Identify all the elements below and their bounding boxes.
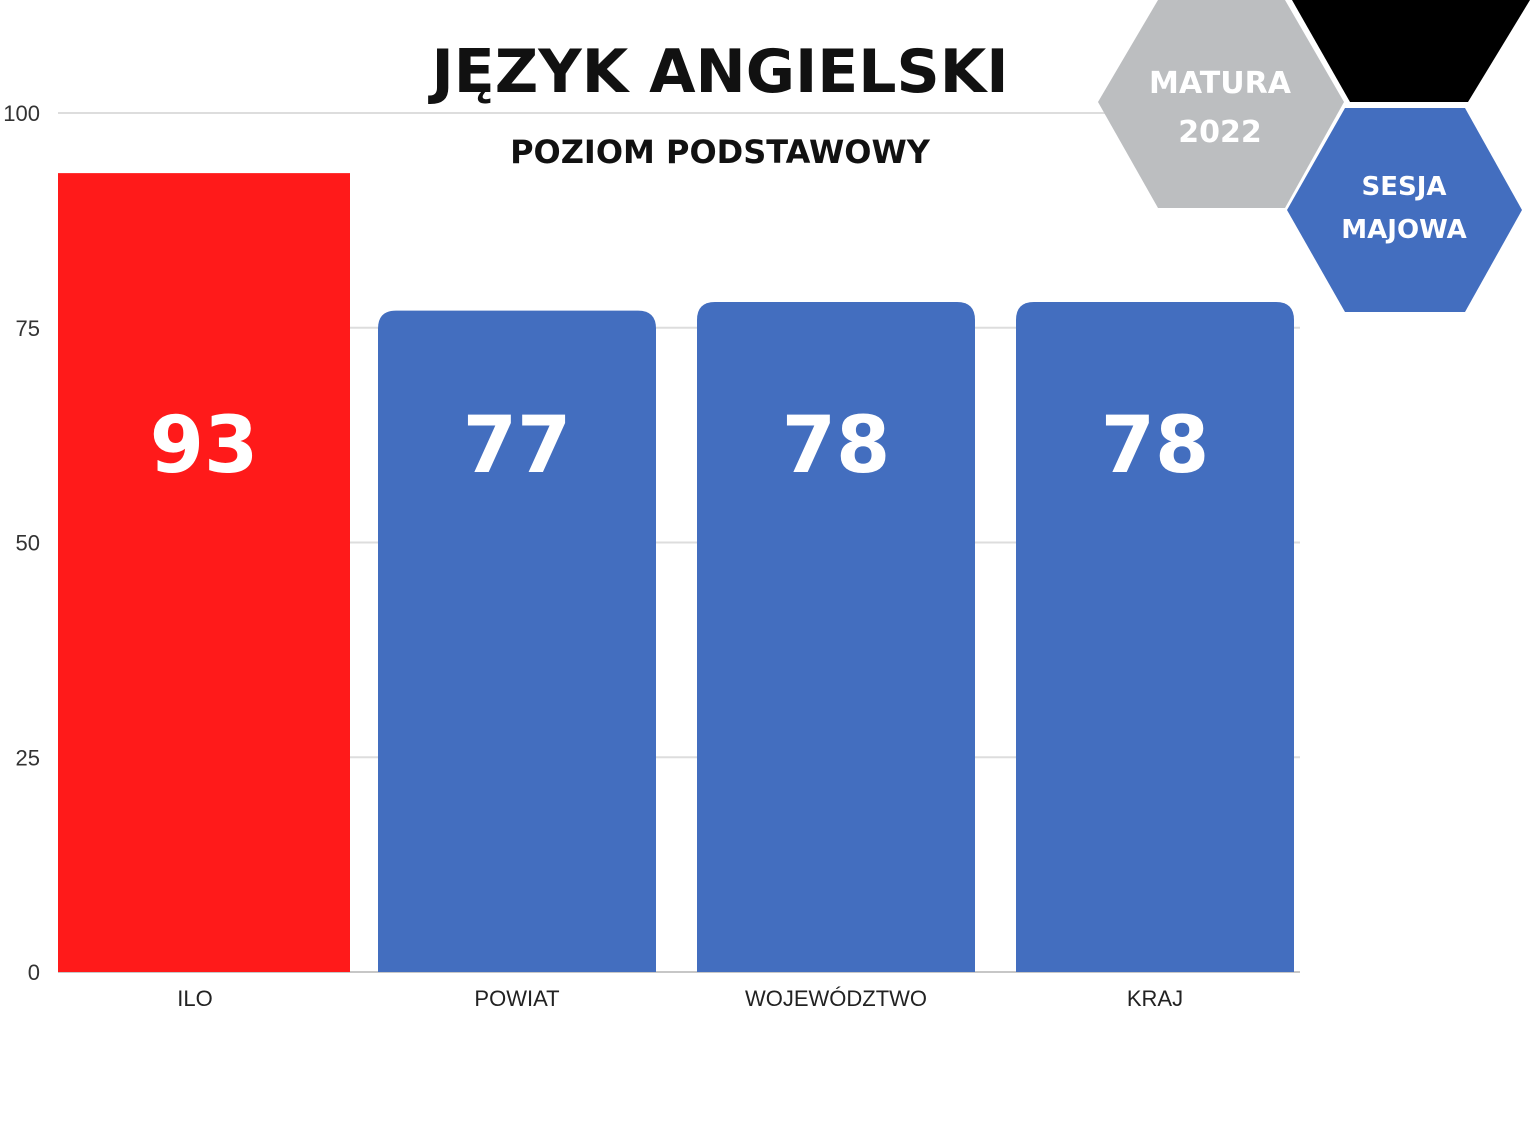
matura-hexagon <box>1098 0 1344 208</box>
data-label-województwo: 78 <box>782 401 891 491</box>
matura-badge: MATURA 2022 <box>1098 0 1344 208</box>
session-badge-line1: SESJA <box>1361 172 1446 202</box>
data-label-ilo: 93 <box>150 401 259 491</box>
chart-title: JĘZYK ANGIELSKI <box>427 37 1008 107</box>
x-tick-label: POWIAT <box>474 986 559 1011</box>
x-tick-label: ILO <box>177 986 212 1011</box>
y-tick-label: 50 <box>16 531 40 556</box>
bar-ilo <box>58 173 350 972</box>
chart-subtitle: POZIOM PODSTAWOWY <box>510 133 931 171</box>
y-axis-tick-labels: 0 25 50 75 100 <box>3 101 40 985</box>
session-badge: SESJA MAJOWA <box>1287 108 1522 312</box>
session-badge-line2: MAJOWA <box>1341 215 1466 245</box>
matura-badge-line1: MATURA <box>1149 66 1292 101</box>
bar-województwo <box>697 301 975 973</box>
bar-kraj <box>1016 301 1294 973</box>
x-tick-label: WOJEWÓDZTWO <box>745 986 927 1011</box>
y-tick-label: 75 <box>16 316 40 341</box>
y-tick-label: 25 <box>16 745 40 770</box>
data-label-powiat: 77 <box>463 401 572 491</box>
session-hexagon <box>1287 108 1522 312</box>
y-tick-label: 0 <box>28 960 40 985</box>
black-hexagon <box>1292 0 1530 102</box>
bars: 93 77 78 78 <box>58 173 1294 973</box>
matura-badge-line2: 2022 <box>1178 115 1262 150</box>
y-tick-label: 100 <box>3 101 40 126</box>
x-tick-label: KRAJ <box>1127 986 1183 1011</box>
bar-powiat <box>378 310 656 972</box>
data-label-kraj: 78 <box>1101 401 1210 491</box>
x-axis-category-labels: ILO POWIAT WOJEWÓDZTWO KRAJ <box>177 986 1183 1011</box>
